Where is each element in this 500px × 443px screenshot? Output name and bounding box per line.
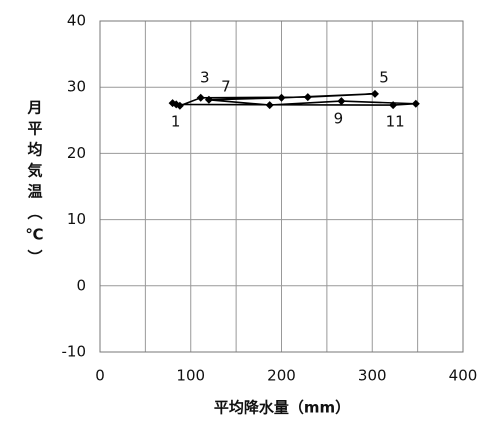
data-point [196, 93, 205, 102]
point-label: 5 [379, 68, 389, 86]
data-point [204, 95, 213, 104]
y-tick-label: 40 [67, 12, 86, 30]
point-label: 11 [386, 113, 405, 131]
data-point [337, 97, 346, 106]
x-tick-label: 100 [176, 367, 205, 385]
point-label: 7 [221, 77, 231, 95]
y-axis-title: 月平均気温（℃） [26, 100, 44, 271]
data-point [411, 99, 420, 108]
data-point [265, 101, 274, 110]
y-tick-label: 30 [67, 78, 86, 96]
y-tick-label: 20 [67, 144, 86, 162]
data-point [277, 93, 286, 102]
x-tick-label: 300 [358, 367, 387, 385]
point-label: 1 [171, 113, 181, 131]
x-axis-title: 平均降水量（mm） [214, 399, 350, 417]
x-tick-label: 400 [449, 367, 478, 385]
y-tick-label: 0 [76, 276, 86, 294]
y-tick-label: -10 [62, 343, 87, 361]
x-tick-label: 0 [95, 367, 105, 385]
plot-border [99, 20, 464, 353]
y-tick-label: 10 [67, 210, 86, 228]
data-point [389, 101, 398, 110]
point-label: 9 [334, 110, 344, 128]
data-point [172, 100, 181, 109]
x-tick-label: 200 [267, 367, 296, 385]
data-point [370, 89, 379, 98]
point-label: 3 [200, 68, 210, 86]
data-point [303, 93, 312, 102]
